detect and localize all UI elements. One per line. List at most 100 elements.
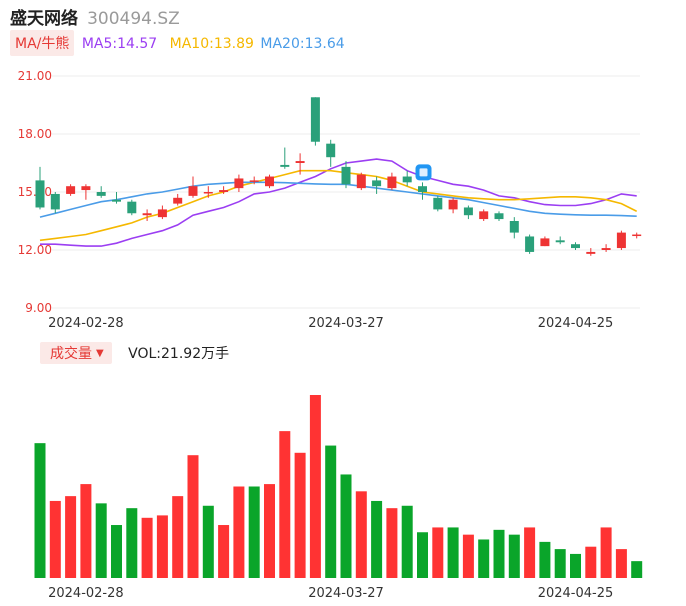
candle-body <box>188 186 198 196</box>
candle <box>81 184 91 200</box>
candle-body <box>96 192 106 196</box>
date-axis-price: 2024-02-28 2024-03-27 2024-04-25 <box>48 316 613 331</box>
price-grid <box>52 75 640 309</box>
volume-bar <box>141 517 153 578</box>
candle-body <box>479 211 489 220</box>
candle-body <box>81 186 91 191</box>
volume-bar <box>49 500 61 578</box>
volume-bar <box>294 452 306 578</box>
candle <box>142 209 152 221</box>
ma10-line <box>39 169 638 242</box>
candle <box>127 199 137 216</box>
volume-bar <box>570 553 581 578</box>
volume-bar <box>95 503 107 578</box>
volume-bar <box>462 534 474 578</box>
candle-body <box>326 143 336 158</box>
volume-bar <box>309 395 321 578</box>
candle <box>632 232 642 239</box>
date-axis-volume: 2024-02-28 2024-03-27 2024-04-25 <box>48 586 613 601</box>
candle <box>280 147 290 169</box>
candle-body <box>586 251 596 254</box>
candle-body <box>509 221 519 233</box>
x-tick-label: 2024-03-27 <box>308 586 384 601</box>
volume-bar <box>34 443 46 578</box>
candle-body <box>265 176 274 187</box>
candle <box>448 197 458 214</box>
candle <box>402 170 412 187</box>
candle <box>219 186 229 194</box>
candle-body <box>525 236 535 252</box>
candle-body <box>402 176 412 183</box>
candle <box>173 193 183 206</box>
candle <box>525 234 535 254</box>
candle <box>188 176 198 198</box>
volume-indicator-label: 成交量 <box>50 346 92 362</box>
candle-body <box>494 213 504 220</box>
candle-body <box>372 180 382 187</box>
volume-bar <box>493 529 505 578</box>
badge-inner <box>419 168 428 177</box>
candle <box>356 172 366 191</box>
candle <box>50 192 60 214</box>
candle <box>601 244 611 252</box>
candle <box>463 205 473 220</box>
volume-bar <box>585 546 597 578</box>
y-tick-label: 9.00 <box>25 301 52 315</box>
candle-body <box>234 178 244 189</box>
candle <box>494 211 504 221</box>
candle-body <box>555 240 565 243</box>
candle-body <box>616 232 626 249</box>
candle-body <box>310 97 320 142</box>
candle <box>555 236 565 245</box>
candle-body <box>35 180 45 208</box>
candle <box>203 186 213 198</box>
volume-bar <box>126 508 138 578</box>
candle <box>234 174 244 192</box>
volume-bar <box>447 527 459 578</box>
candle-body <box>463 207 473 216</box>
y-tick-label: 18.00 <box>18 127 52 141</box>
x-tick-label: 2024-04-25 <box>538 316 614 331</box>
volume-indicator-dropdown[interactable]: 成交量 ▼ <box>40 342 112 364</box>
y-tick-label: 21.00 <box>18 69 52 83</box>
candle-body <box>280 164 290 167</box>
price-axis: 21.00 18.00 15.00 12.00 9.00 <box>18 69 52 315</box>
chart-badge <box>415 164 432 181</box>
candle <box>265 174 274 189</box>
volume-bar <box>202 505 214 578</box>
x-tick-label: 2024-02-28 <box>48 586 124 601</box>
x-tick-label: 2024-04-25 <box>538 586 614 601</box>
volume-bar <box>554 549 566 578</box>
volume-bar <box>631 561 643 578</box>
candle <box>157 205 167 220</box>
stock-header: 盛天网络 300494.SZ <box>10 4 180 29</box>
candle <box>66 184 76 196</box>
ma20-line <box>39 181 637 218</box>
candle <box>586 248 596 256</box>
candle <box>35 166 45 210</box>
volume-bar <box>615 549 627 578</box>
volume-bar <box>218 525 230 578</box>
x-tick-label: 2024-02-28 <box>48 316 124 331</box>
volume-legend: 成交量 ▼ VOL:21.92万手 <box>40 342 229 364</box>
ma-indicator-button[interactable]: MA/牛熊 <box>10 30 75 56</box>
candlesticks <box>35 97 642 256</box>
volume-bar <box>172 496 184 578</box>
candle-body <box>66 186 76 194</box>
candle-body <box>127 201 137 214</box>
candle <box>433 195 443 212</box>
y-tick-label: 15.00 <box>18 185 52 199</box>
volume-bar <box>111 525 122 578</box>
candle-body <box>387 176 397 189</box>
ma20-value: MA20:13.64 <box>260 36 345 52</box>
candle <box>387 172 397 191</box>
candle <box>341 161 351 189</box>
y-tick-label: 12.00 <box>18 243 52 257</box>
volume-bar <box>65 496 77 578</box>
volume-bar <box>401 505 413 578</box>
volume-bar <box>248 486 260 578</box>
candle-body <box>219 190 229 192</box>
volume-bars <box>34 395 643 578</box>
candle-body <box>173 197 183 204</box>
